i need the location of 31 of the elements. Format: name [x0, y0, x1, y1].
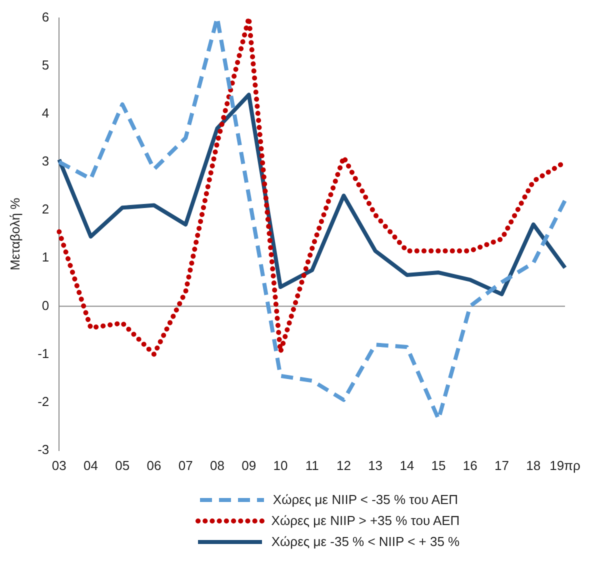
x-tick-label: 13 [368, 458, 383, 473]
x-tick-label: 14 [400, 458, 414, 473]
x-tick-label: 04 [84, 458, 98, 473]
x-tick-label: 15 [431, 458, 446, 473]
y-tick-label: 1 [42, 250, 50, 265]
x-tick-label: 07 [178, 458, 193, 473]
y-tick-label: 6 [42, 9, 50, 24]
x-tick-label: 19πρ [550, 458, 580, 473]
x-tick-label: 18 [526, 458, 541, 473]
x-tick-label: 03 [52, 458, 66, 473]
y-tick-label: 0 [42, 298, 50, 313]
y-tick-label: 3 [42, 154, 50, 169]
y-tick-label: -2 [38, 394, 50, 409]
legend-label: Χώρες με NIIP < -35 % του ΑΕΠ [272, 492, 458, 507]
x-tick-label: 11 [305, 458, 319, 473]
y-tick-label: -3 [38, 442, 50, 457]
legend-label: Χώρες με -35 % < NIIP < + 35 % [271, 534, 460, 549]
x-tick-label: 06 [146, 458, 162, 473]
y-tick-label: 2 [42, 202, 50, 217]
x-tick-label: 09 [242, 458, 256, 473]
y-tick-label: 4 [42, 106, 50, 121]
x-tick-label: 17 [494, 458, 510, 473]
x-tick-label: 16 [462, 458, 478, 473]
x-tick-label: 10 [273, 458, 288, 473]
x-tick-label: 12 [336, 458, 351, 473]
y-tick-label: -1 [38, 346, 50, 361]
y-axis-title: Μεταβολή % [7, 197, 22, 270]
x-tick-label: 08 [210, 458, 224, 473]
legend-label: Χώρες με NIIP > +35 % του ΑΕΠ [271, 513, 460, 528]
x-tick-label: 05 [115, 458, 130, 473]
y-tick-label: 5 [42, 57, 50, 72]
